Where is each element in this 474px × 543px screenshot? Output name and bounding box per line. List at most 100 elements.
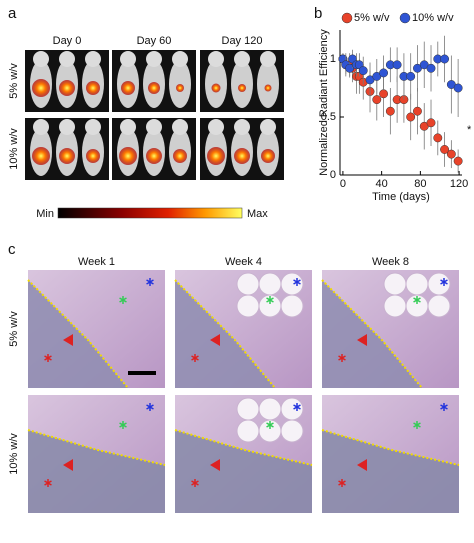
point [385, 106, 395, 116]
signal [148, 82, 160, 94]
x-tick-label: 0 [340, 178, 346, 190]
x-tick-label: 80 [414, 178, 426, 190]
colorbar [57, 207, 243, 219]
mouse-head [146, 51, 162, 67]
signal [59, 148, 75, 164]
point [379, 89, 389, 99]
arrowhead [210, 459, 220, 471]
marker-star [413, 422, 421, 428]
panel-label: a [8, 5, 17, 22]
signal [261, 149, 275, 163]
mouse-head [120, 119, 136, 135]
interface-line [174, 429, 313, 466]
mouse-head [234, 119, 250, 135]
mouse-head [172, 119, 188, 135]
marker-star [338, 480, 346, 486]
signal [119, 147, 137, 165]
point [406, 112, 416, 122]
x-tick-label: 120 [450, 178, 468, 190]
point [440, 54, 450, 64]
bone-region [175, 280, 275, 388]
legend-marker [399, 12, 411, 24]
signal [207, 147, 225, 165]
marker-star [44, 480, 52, 486]
signal [121, 81, 135, 95]
row-label: 5% w/v [8, 63, 20, 99]
marker-star [191, 355, 199, 361]
fat-cell [236, 272, 260, 296]
signal [86, 149, 100, 163]
interface-line [321, 429, 460, 466]
y-tick-label: 1 [330, 53, 336, 65]
marker-star [440, 279, 448, 285]
signal [86, 81, 100, 95]
signal [173, 149, 187, 163]
panel-a: Day 0 Day 60 Day 120 5% w/v 10% w/v Min Max [8, 35, 284, 220]
fat-cell [280, 419, 304, 443]
row-label: 5% w/v [8, 311, 20, 347]
column-label: Week 1 [78, 256, 115, 268]
arrowhead [63, 459, 73, 471]
marker-star [413, 297, 421, 303]
colorbar-max: Max [247, 208, 268, 220]
marker-star [146, 404, 154, 410]
mouse-head [146, 119, 162, 135]
x-tick-label: 40 [376, 178, 388, 190]
point [406, 71, 416, 81]
legend-label: 10% w/v [412, 12, 454, 24]
signal [211, 83, 221, 93]
signal [59, 80, 75, 96]
fat-cell [405, 272, 429, 296]
bone-region [322, 430, 459, 513]
point [433, 133, 443, 143]
mouse-head [59, 51, 75, 67]
marker-star [266, 297, 274, 303]
point [372, 95, 382, 105]
bone-region [175, 430, 312, 513]
colorbar-min: Min [36, 208, 54, 220]
legend-marker [341, 12, 353, 24]
arrowhead [63, 334, 73, 346]
fat-cell [427, 294, 451, 318]
signal [32, 79, 50, 97]
point [453, 156, 463, 166]
annotation: * [467, 124, 472, 136]
fat-cell [383, 272, 407, 296]
marker-star [191, 480, 199, 486]
mouse-head [85, 119, 101, 135]
fat-cell [258, 272, 282, 296]
interface-line [321, 279, 423, 389]
signal [238, 84, 246, 92]
point [358, 66, 368, 76]
point [413, 106, 422, 116]
signal [146, 148, 162, 164]
mouse-head [59, 119, 75, 135]
column-label: Day 120 [222, 35, 263, 47]
panel-b: 0 0.5 1 0 40 80 120 Normalized Radiant Efficien… [318, 12, 472, 203]
mouse [257, 60, 279, 108]
scale-bar [128, 371, 156, 375]
mouse-head [208, 51, 224, 67]
panel-label: c [8, 241, 16, 258]
marker-star [338, 355, 346, 361]
legend-label: 5% w/v [354, 12, 390, 24]
y-axis-label: Normalized Radiant Efficiency [318, 29, 330, 176]
marker-star [440, 404, 448, 410]
point [440, 145, 450, 154]
arrowhead [357, 334, 367, 346]
row-label: 10% w/v [8, 433, 20, 475]
y-tick-label: 0 [330, 169, 336, 181]
mouse-head [33, 119, 49, 135]
bone-region [28, 430, 165, 513]
column-label: Week 4 [225, 256, 262, 268]
column-label: Week 8 [372, 256, 409, 268]
point [453, 83, 463, 93]
mouse-head [260, 51, 276, 67]
marker-star [146, 279, 154, 285]
mouse-head [234, 51, 250, 67]
mouse-head [120, 51, 136, 67]
column-label: Day 60 [137, 35, 172, 47]
mouse-head [33, 51, 49, 67]
signal [234, 148, 250, 164]
